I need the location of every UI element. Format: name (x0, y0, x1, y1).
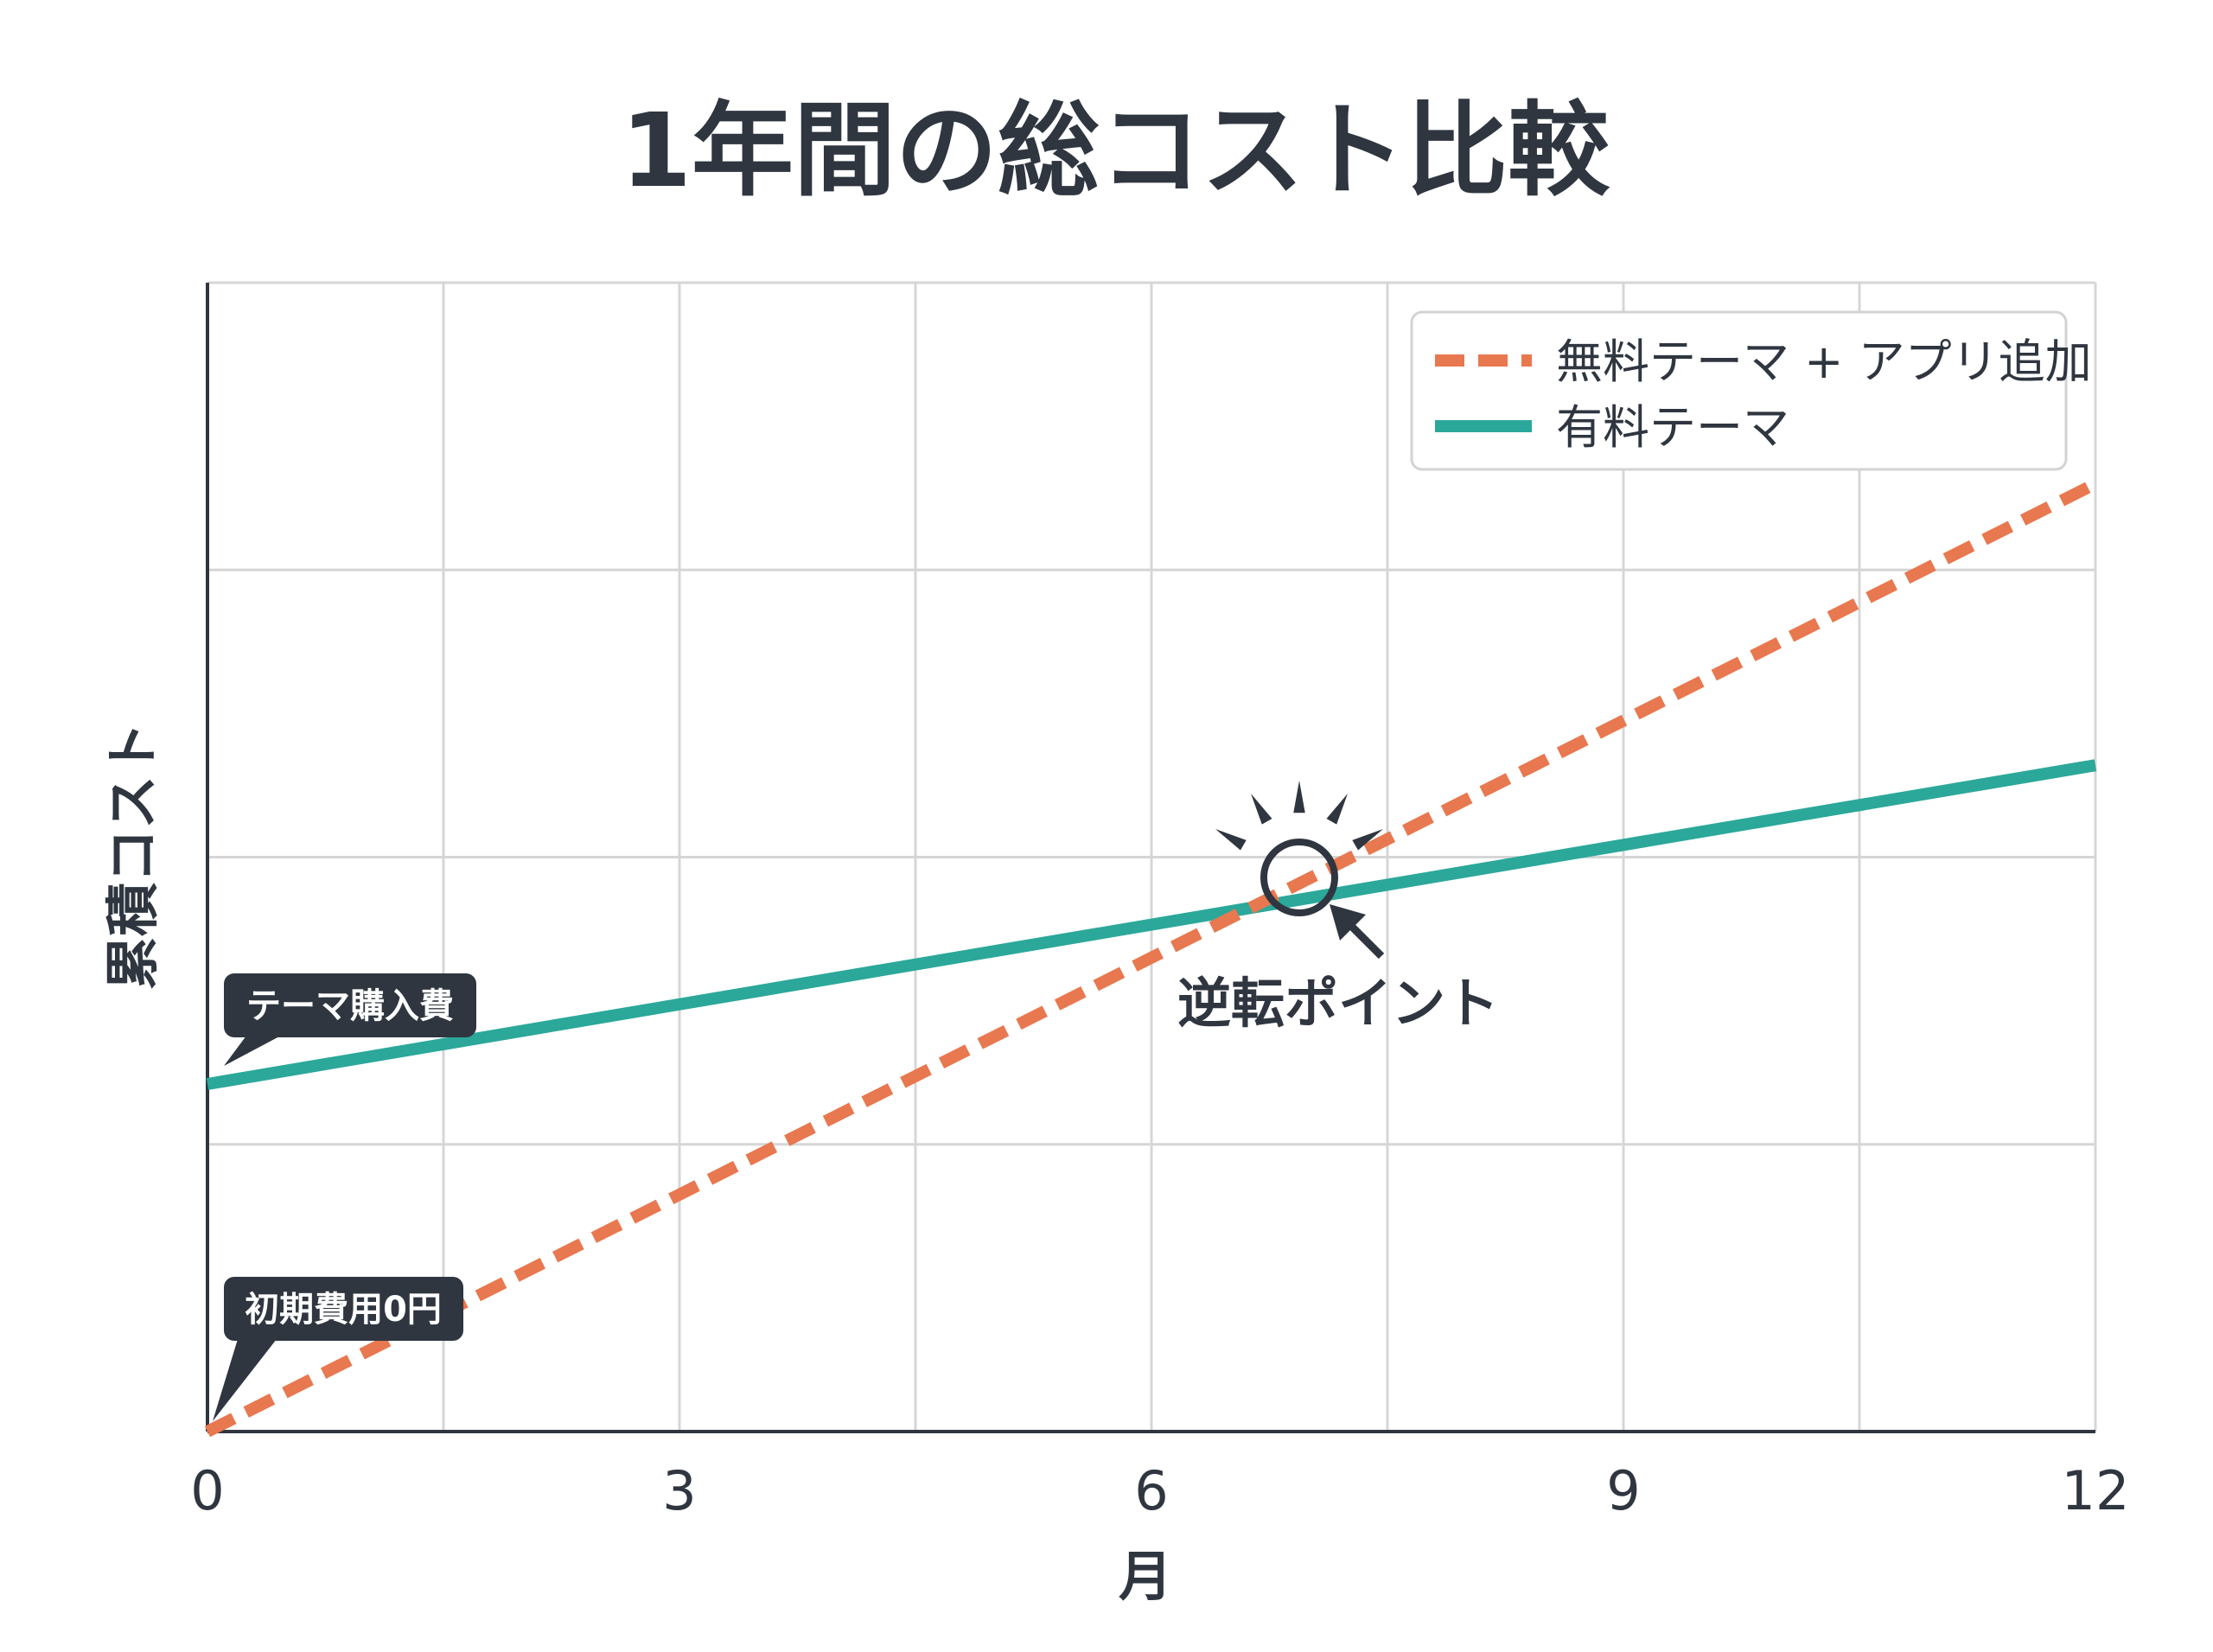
burst-spike (1293, 781, 1305, 813)
axes (206, 283, 2095, 1433)
burst-spike (1215, 829, 1247, 851)
x-axis-label: 月 (1119, 1545, 1172, 1608)
chart-title: 1年間の総コスト比較 (621, 91, 1610, 210)
x-tick-label: 9 (1606, 1459, 1640, 1522)
series-line (206, 759, 2097, 1090)
callout-box (224, 1277, 463, 1341)
burst-spike (1326, 794, 1348, 825)
callout-theme-purchase: テーマ購入費 (224, 973, 476, 1066)
legend-label-paid: 有料テーマ (1556, 400, 1789, 455)
burst-spike (1251, 794, 1272, 825)
crossover-circle (1260, 839, 1338, 916)
grid (207, 281, 2097, 1432)
series-lines (204, 478, 2099, 1438)
burst-icon (1215, 781, 1383, 851)
x-tick-label: 12 (2062, 1459, 2130, 1522)
crossover-label: 逆転ポイント (1177, 972, 1499, 1035)
callout-text: テーマ購入費 (246, 986, 454, 1026)
legend-box (1410, 310, 2068, 471)
burst-spike (1352, 829, 1383, 851)
callout-box (224, 973, 476, 1037)
arrow-icon (1330, 904, 1366, 941)
x-tick-label: 0 (190, 1459, 224, 1522)
legend-label-free: 無料テーマ + アプリ追加 (1556, 335, 2092, 389)
crossover-marker: 逆転ポイント (1177, 781, 1499, 1035)
callout-text: 初期費用0円 (245, 1290, 442, 1330)
x-tick-labels: 0 3 6 9 12 (190, 1459, 2129, 1522)
series-line (204, 478, 2099, 1438)
legend: 無料テーマ + アプリ追加 有料テーマ (1410, 310, 2092, 471)
x-tick-label: 3 (662, 1459, 696, 1522)
callout-initial-zero: 初期費用0円 (213, 1277, 463, 1421)
x-tick-label: 6 (1134, 1459, 1168, 1522)
callout-pointer (224, 1036, 281, 1066)
y-axis-label: 累積コスト (101, 722, 164, 990)
callout-pointer (213, 1339, 277, 1421)
